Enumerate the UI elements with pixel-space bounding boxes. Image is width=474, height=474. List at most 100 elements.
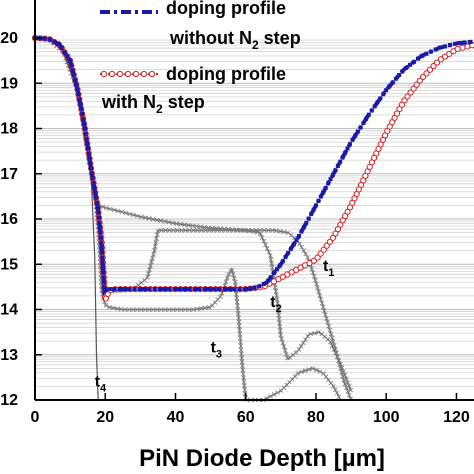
series-marker bbox=[166, 219, 172, 225]
series-marker bbox=[318, 194, 323, 199]
annotations: t1 t2 t3 t4 bbox=[95, 258, 335, 394]
series-marker bbox=[99, 245, 104, 250]
series-marker bbox=[97, 220, 102, 225]
series-marker bbox=[433, 47, 438, 52]
series-marker bbox=[99, 240, 104, 245]
series-marker bbox=[186, 222, 191, 228]
series-marker bbox=[345, 146, 350, 151]
series-marker bbox=[361, 121, 366, 126]
series-marker bbox=[107, 305, 112, 310]
series-marker bbox=[273, 228, 279, 233]
series-marker bbox=[234, 291, 239, 297]
series-marker bbox=[238, 339, 243, 345]
series-marker bbox=[198, 306, 204, 311]
series-marker bbox=[197, 287, 202, 292]
series-marker bbox=[320, 246, 327, 253]
series-marker bbox=[304, 220, 309, 225]
series-marker bbox=[433, 59, 441, 66]
annotation-t2: t2 bbox=[270, 294, 281, 315]
series-marker bbox=[170, 307, 176, 312]
series-marker bbox=[413, 81, 420, 88]
series-marker bbox=[336, 358, 342, 363]
series-marker bbox=[265, 279, 270, 284]
series-marker bbox=[277, 229, 283, 234]
series-marker bbox=[167, 287, 172, 292]
legend-marker bbox=[108, 70, 116, 78]
series-marker bbox=[223, 279, 229, 285]
series-marker bbox=[159, 228, 164, 233]
series-marker bbox=[147, 287, 152, 292]
series-marker bbox=[236, 319, 242, 325]
series-layer bbox=[31, 34, 474, 403]
series-marker bbox=[242, 287, 247, 292]
series-marker bbox=[341, 377, 346, 383]
series-marker bbox=[301, 225, 306, 230]
series-marker bbox=[311, 274, 317, 279]
series-marker bbox=[331, 347, 337, 352]
x-tick-label: 0 bbox=[31, 409, 40, 426]
series-marker bbox=[235, 307, 241, 313]
series-marker bbox=[194, 223, 199, 229]
series-marker bbox=[88, 161, 93, 166]
series-marker bbox=[467, 40, 472, 45]
y-tick-label: 14 bbox=[0, 302, 18, 319]
series-marker bbox=[163, 228, 168, 233]
series-marker bbox=[100, 250, 105, 255]
series-marker bbox=[331, 383, 336, 389]
series-marker bbox=[325, 320, 330, 325]
series-marker bbox=[334, 390, 340, 396]
series-marker bbox=[423, 70, 430, 77]
series-marker bbox=[284, 351, 289, 357]
x-tick-label: 100 bbox=[373, 409, 400, 426]
series-marker bbox=[150, 307, 156, 312]
series-marker bbox=[333, 168, 338, 173]
legend-entry: doping profile without N2 step bbox=[100, 0, 301, 52]
series-marker bbox=[177, 287, 182, 292]
series-marker bbox=[252, 285, 257, 290]
series-marker bbox=[320, 304, 326, 310]
x-tick-label: 80 bbox=[307, 409, 325, 426]
series-marker bbox=[326, 323, 332, 329]
series-marker bbox=[278, 263, 283, 268]
series-marker bbox=[219, 228, 224, 233]
series-marker bbox=[366, 112, 371, 117]
series-marker bbox=[191, 228, 196, 233]
series-marker bbox=[316, 198, 321, 203]
series-marker bbox=[138, 307, 144, 312]
series-marker bbox=[89, 166, 94, 171]
series-marker bbox=[166, 307, 172, 312]
series-marker bbox=[175, 228, 180, 233]
series-marker bbox=[199, 228, 204, 233]
series-marker bbox=[270, 228, 275, 233]
series-marker bbox=[150, 255, 155, 261]
series-marker bbox=[329, 335, 335, 341]
series-marker bbox=[150, 216, 156, 222]
series-marker bbox=[117, 287, 122, 292]
series-marker bbox=[227, 287, 232, 292]
series-marker bbox=[308, 331, 313, 337]
series-marker bbox=[82, 121, 87, 126]
series-marker bbox=[457, 41, 462, 46]
series-marker bbox=[135, 213, 140, 219]
series-marker bbox=[328, 177, 333, 182]
series-marker bbox=[167, 228, 172, 233]
series-marker bbox=[299, 369, 304, 375]
series-marker bbox=[341, 369, 346, 374]
series-marker bbox=[345, 380, 351, 385]
series-marker bbox=[206, 305, 212, 310]
series-marker bbox=[401, 97, 408, 104]
series-marker bbox=[309, 266, 315, 272]
legend-label-line1: doping profile bbox=[166, 0, 286, 18]
series-marker bbox=[131, 212, 136, 218]
series-marker bbox=[73, 77, 78, 82]
series-marker bbox=[397, 72, 402, 77]
x-tick-label: 60 bbox=[237, 409, 255, 426]
series-marker bbox=[94, 195, 99, 200]
series-marker bbox=[227, 228, 232, 233]
series-marker bbox=[226, 272, 232, 277]
series-marker bbox=[263, 242, 268, 248]
series-marker bbox=[321, 308, 327, 314]
series-marker bbox=[237, 335, 243, 341]
series-t2 bbox=[32, 35, 354, 393]
